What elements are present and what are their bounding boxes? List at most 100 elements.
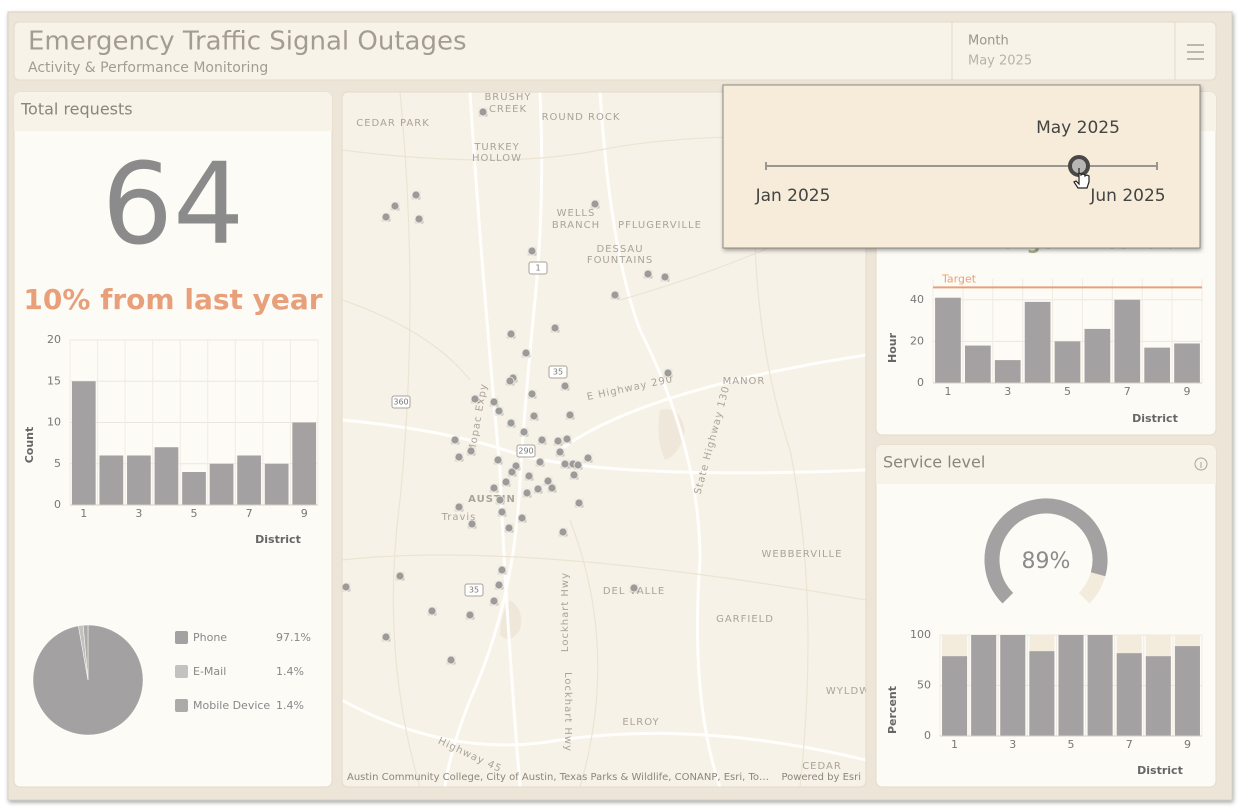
incident-point <box>395 571 405 581</box>
incident-point <box>574 498 584 508</box>
incident-point <box>560 459 570 469</box>
incident-point <box>521 348 531 358</box>
bar <box>1116 653 1142 736</box>
slider-current: May 2025 <box>1036 118 1120 138</box>
panel-title: Service level <box>883 453 985 472</box>
y-tick-label: 15 <box>47 374 61 387</box>
incident-point <box>506 418 516 428</box>
incident-point <box>450 435 460 445</box>
y-tick-label: 50 <box>917 679 931 692</box>
incident-point <box>527 389 537 399</box>
y-tick-label: 0 <box>917 376 924 389</box>
incident-point <box>381 212 391 222</box>
bar <box>935 297 961 383</box>
incident-point <box>507 467 517 477</box>
incident-point <box>663 368 673 378</box>
slider-start: Jan 2025 <box>755 186 831 206</box>
incident-point <box>553 436 563 446</box>
legend-value: 1.4% <box>276 699 304 712</box>
y-tick-label: 20 <box>47 333 61 346</box>
road-shield <box>464 583 484 597</box>
y-tick-label: 5 <box>54 457 61 470</box>
attribution: Austin Community College, City of Austin… <box>347 772 769 783</box>
month-label: Month <box>968 34 1009 49</box>
incident-point <box>527 246 537 256</box>
incident-point <box>504 523 514 533</box>
road-shield-label: 290 <box>518 447 533 456</box>
y-tick-label: 10 <box>47 416 61 429</box>
map-label: BRANCH <box>552 220 600 231</box>
x-tick-label: 5 <box>1064 385 1071 398</box>
incident-point <box>342 582 351 592</box>
gauge-value <box>984 498 1108 604</box>
incident-point <box>517 513 527 523</box>
incident-point <box>535 457 545 467</box>
x-tick-label: 9 <box>301 507 308 520</box>
incident-point <box>489 596 499 606</box>
bar <box>1058 635 1084 736</box>
y-axis-label: Percent <box>886 686 899 734</box>
panel-header <box>876 445 1216 484</box>
legend-swatch <box>175 665 188 678</box>
y-tick-label: 100 <box>910 628 931 641</box>
map-label: WEBBERVILLE <box>762 549 843 560</box>
road-shield <box>528 261 548 275</box>
incident-point <box>470 394 480 404</box>
bar <box>994 360 1021 383</box>
target-label: Target <box>941 272 977 285</box>
x-axis-label: District <box>1132 412 1178 425</box>
incident-point <box>381 632 391 642</box>
road-shield <box>391 395 411 409</box>
map-label: CEDAR PARK <box>356 118 430 129</box>
y-tick-label: 0 <box>924 729 931 742</box>
info-icon[interactable] <box>1194 457 1208 471</box>
bar <box>99 455 124 505</box>
y-tick-label: 20 <box>910 334 924 347</box>
incident-point <box>562 434 572 444</box>
x-tick-label: 3 <box>1004 385 1011 398</box>
incident-point <box>533 484 543 494</box>
incident-point <box>466 446 476 456</box>
incident-point <box>511 461 521 471</box>
incident-point <box>573 460 583 470</box>
bar <box>1144 347 1171 383</box>
change: 10% from last year <box>23 283 322 316</box>
road-shield <box>548 365 568 379</box>
incident-point <box>543 476 553 486</box>
road-shield-label: 35 <box>553 368 563 377</box>
map-label: ROUND ROCK <box>542 112 621 123</box>
x-tick-label: 5 <box>191 507 198 520</box>
incident-point <box>569 470 579 480</box>
incident-point <box>446 655 456 665</box>
bar <box>71 381 96 505</box>
month-value[interactable]: May 2025 <box>968 54 1032 69</box>
legend-label: Phone <box>193 631 227 644</box>
y-tick-label: 40 <box>910 293 924 306</box>
powered-by: Powered by Esri <box>781 772 861 783</box>
incident-point <box>489 483 499 493</box>
incident-point <box>555 447 565 457</box>
bar <box>1084 328 1111 383</box>
incident-point <box>497 507 507 517</box>
incident-point <box>550 323 560 333</box>
bar <box>264 463 289 505</box>
map-label: PFLUGERVILLE <box>618 220 702 231</box>
x-tick-label: 7 <box>1126 738 1133 751</box>
road-shield-label: 1 <box>535 264 540 273</box>
x-tick-label: 3 <box>1009 738 1016 751</box>
incident-point <box>465 610 475 620</box>
legend-value: 1.4% <box>276 665 304 678</box>
x-tick-label: 1 <box>80 507 87 520</box>
map-label: DESSAU <box>596 244 643 255</box>
panel-header <box>14 92 332 131</box>
x-tick-label: 1 <box>951 738 958 751</box>
x-tick-label: 7 <box>1124 385 1131 398</box>
x-tick-label: 1 <box>944 385 951 398</box>
incident-point <box>390 201 400 211</box>
menu-button[interactable] <box>1187 44 1204 60</box>
map-label: FOUNTAINS <box>587 255 653 266</box>
road-shield-label: 360 <box>393 398 408 407</box>
incident-point <box>660 272 670 282</box>
map-label: CEDAR <box>802 761 842 772</box>
